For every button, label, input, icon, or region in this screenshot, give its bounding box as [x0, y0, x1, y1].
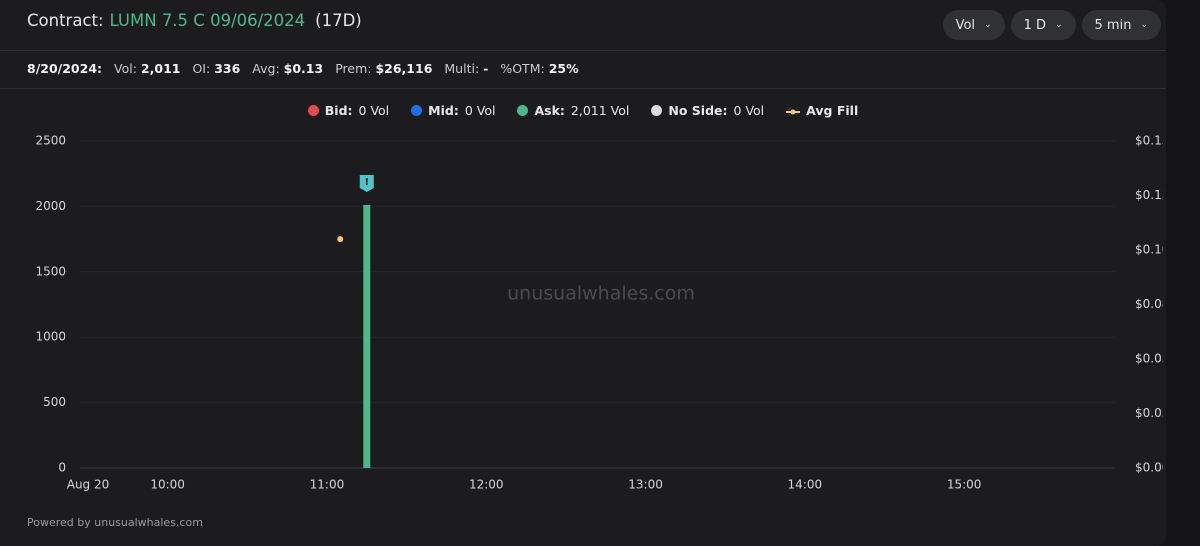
dropdown-label: 1 D [1023, 17, 1046, 33]
stats: 8/20/2024: Vol: 2,011 OI: 336 Avg: $0.13 Pre… [27, 61, 579, 76]
stat-value: $26,116 [375, 61, 433, 76]
chevron: ⌄ [1140, 20, 1148, 30]
legend-swatch [651, 105, 663, 116]
y2-tick-label: $0.15 [1135, 134, 1166, 148]
controls: Vol ⌄ 1 D ⌄ 5 min ⌄ [942, 10, 1161, 40]
y2-axis: $0.00 $0.03 $0.05 $0.08 $0.10 $0.13 $0.15 [1135, 134, 1166, 475]
card: Contract: LUMN 7.5 C 09/06/2024 (17D) Vo… [0, 10, 1166, 529]
x-tick-label: 10:00 [150, 478, 185, 492]
y2-tick-label: $0.10 [1135, 243, 1166, 257]
chevron: ⌄ [984, 20, 992, 30]
x-tick-label: 12:00 [469, 478, 504, 492]
legend-label: 0 Vol [464, 103, 496, 118]
stats-date: 8/20/2024: [27, 61, 103, 76]
legend-swatch [517, 105, 529, 116]
divider [0, 50, 1166, 51]
legend-name: No Side: [668, 103, 728, 118]
x-tick-label: 15:00 [947, 478, 982, 492]
dropdown[interactable]: 5 min ⌄ [1081, 10, 1161, 40]
x-tick-label: 11:00 [310, 478, 345, 492]
stat: OI: 336 [192, 61, 240, 76]
stat-label: Multi: [444, 61, 480, 76]
y2-tick-label: $0.08 [1135, 297, 1166, 311]
y-tick-label: 2000 [35, 199, 66, 213]
legend-swatch [307, 105, 319, 116]
divider [0, 88, 1166, 89]
legend-swatch [411, 105, 423, 116]
legend-label: 0 Vol [733, 103, 765, 118]
y-tick-label: 0 [58, 461, 66, 475]
stat: Prem: $26,116 [335, 61, 432, 76]
y-tick-label: 500 [43, 395, 66, 409]
dropdown-label: 5 min [1094, 17, 1132, 33]
legend: Bid: 0 Vol Mid: 0 Vol Ask: 2,011 Vol No Side: 0… [0, 103, 1166, 118]
legend-item[interactable]: Bid: 0 Vol [307, 103, 390, 118]
y-tick-label: 1500 [35, 264, 66, 278]
y-tick-label: 2500 [35, 134, 66, 148]
annotation-text: ! [364, 177, 369, 188]
annotation-flag [359, 174, 374, 192]
legend-name: Mid: [428, 103, 459, 118]
legend-label: 0 Vol [358, 103, 390, 118]
y2-tick-label: $0.13 [1135, 188, 1166, 202]
days: (17D) [315, 11, 362, 30]
stat-label: OI: [192, 61, 211, 76]
stat: %OTM: 25% [500, 61, 578, 76]
y2-tick-label: $0.03 [1135, 406, 1166, 420]
legend-swatch [786, 103, 801, 118]
bar [363, 204, 371, 469]
stat-value: $0.13 [283, 61, 324, 76]
dropdown[interactable]: Vol ⌄ [942, 10, 1005, 40]
x-tick-label: Aug 20 [67, 478, 110, 492]
contract-label: Contract: [27, 11, 104, 30]
stat-label: %OTM: [500, 61, 545, 76]
legend-name: Bid: [324, 103, 353, 118]
stat: Vol: 2,011 [114, 61, 180, 76]
footer: Powered by unusualwhales.com [27, 516, 203, 529]
legend-item[interactable]: Ask: 2,011 Vol [517, 103, 629, 118]
legend-item[interactable]: Avg Fill [786, 103, 858, 118]
stat-value: 25% [548, 61, 579, 76]
legend-item[interactable]: No Side: 0 Vol [651, 103, 764, 118]
stat: Avg: $0.13 [252, 61, 323, 76]
x-tick-label: 14:00 [788, 478, 823, 492]
dropdown[interactable]: 1 D ⌄ [1010, 10, 1076, 40]
stat: Multi: - [444, 61, 488, 76]
dropdown-label: Vol [955, 17, 976, 33]
x-tick-label: 13:00 [628, 478, 663, 492]
stat-value: 2,011 [140, 61, 181, 76]
stat-label: Vol: [114, 61, 137, 76]
chevron: ⌄ [1054, 20, 1063, 30]
contract-name[interactable]: LUMN 7.5 C 09/06/2024 [109, 11, 306, 30]
chart: unusualwhales.com $0.00$0.03$0.05$0.08$0… [35, 134, 1166, 492]
legend-name: Avg Fill [806, 103, 859, 118]
stat-label: Avg: [252, 61, 280, 76]
y2-tick-label: $0.05 [1135, 352, 1166, 366]
legend-label: 2,011 Vol [570, 103, 630, 118]
stat-value: - [483, 61, 489, 76]
watermark: unusualwhales.com [507, 283, 695, 305]
stat-label: Prem: [335, 61, 372, 76]
y-tick-label: 1000 [35, 330, 66, 344]
avg-fill-point [337, 236, 344, 243]
legend-name: Ask: [534, 103, 565, 118]
y2-tick-label: $0.00 [1135, 461, 1166, 475]
stat-value: 336 [214, 61, 241, 76]
header: Contract: LUMN 7.5 C 09/06/2024 (17D) [27, 11, 362, 30]
legend-item[interactable]: Mid: 0 Vol [411, 103, 495, 118]
